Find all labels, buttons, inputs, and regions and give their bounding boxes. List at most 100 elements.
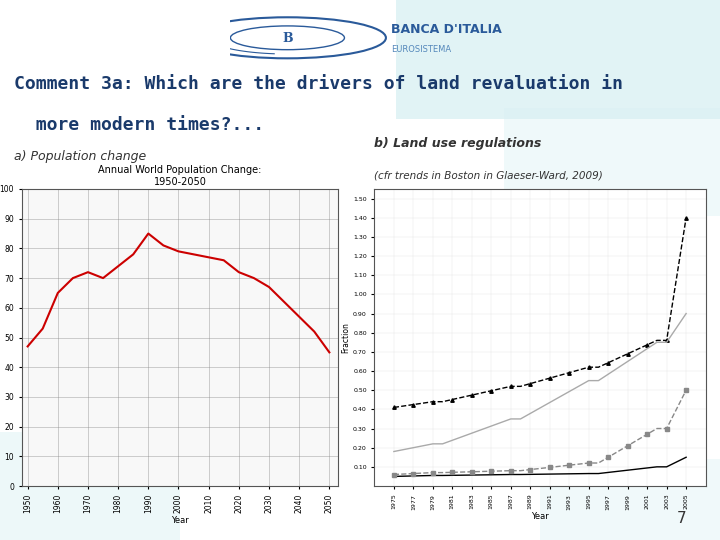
SentRule: [633, 437, 642, 443]
Cluster: [390, 448, 398, 455]
Title: Annual World Population Change:
1950-2050: Annual World Population Change: 1950-205…: [99, 165, 261, 187]
Text: EUROSISTEMA: EUROSISTEMA: [391, 45, 451, 54]
Cluster: [633, 352, 642, 359]
Saltonic: [409, 401, 418, 408]
Cluster: [438, 441, 447, 447]
SentRule: [662, 426, 671, 432]
Wetbylaw: [448, 472, 456, 478]
SentRule: [555, 463, 564, 470]
Saltonic: [428, 399, 437, 405]
Text: more modern times?...: more modern times?...: [14, 116, 264, 134]
Saltonic: [682, 214, 690, 221]
Wetbylaw: [536, 471, 544, 477]
Cluster: [400, 447, 408, 453]
SentRule: [594, 460, 603, 466]
Wetbylaw: [643, 465, 652, 471]
SentRule: [419, 470, 428, 476]
Y-axis label: Fraction: Fraction: [341, 322, 350, 353]
Cluster: [555, 394, 564, 400]
Cluster: [585, 377, 593, 384]
Polygon shape: [504, 108, 720, 216]
SentRule: [428, 469, 437, 476]
Cluster: [575, 383, 583, 389]
SentRule: [458, 469, 467, 475]
Saltonic: [506, 383, 515, 389]
Cluster: [448, 437, 456, 443]
Saltonic: [585, 364, 593, 370]
Cluster: [546, 399, 554, 406]
Wetbylaw: [652, 464, 661, 470]
Text: BANCA D'ITALIA: BANCA D'ITALIA: [391, 23, 502, 36]
Saltonic: [594, 364, 603, 370]
Wetbylaw: [546, 471, 554, 477]
Wetbylaw: [682, 454, 690, 461]
Text: B: B: [282, 32, 293, 45]
Saltonic: [438, 399, 447, 405]
Line: Saltonic: Saltonic: [392, 216, 688, 409]
Cluster: [565, 388, 574, 395]
Saltonic: [536, 377, 544, 384]
Polygon shape: [396, 0, 720, 119]
Saltonic: [400, 403, 408, 409]
Wetbylaw: [594, 470, 603, 477]
Saltonic: [546, 375, 554, 381]
SentRule: [604, 454, 613, 461]
Text: 7: 7: [676, 511, 686, 526]
Saltonic: [467, 392, 476, 399]
Wetbylaw: [487, 471, 495, 478]
SentRule: [390, 471, 398, 478]
SentRule: [613, 448, 622, 455]
Cluster: [467, 430, 476, 436]
Cluster: [487, 423, 495, 429]
Wetbylaw: [477, 471, 486, 478]
Cluster: [536, 405, 544, 411]
Cluster: [594, 377, 603, 384]
Wetbylaw: [467, 472, 476, 478]
Saltonic: [458, 394, 467, 401]
Wetbylaw: [400, 473, 408, 480]
Text: Comment 3a: Which are the drivers of land revaluation in: Comment 3a: Which are the drivers of lan…: [14, 75, 624, 93]
SentRule: [526, 467, 534, 473]
Wetbylaw: [633, 466, 642, 472]
SentRule: [575, 461, 583, 467]
Cluster: [643, 346, 652, 352]
Text: (cfr trends in Boston in Glaeser-Ward, 2009): (cfr trends in Boston in Glaeser-Ward, 2…: [374, 171, 603, 180]
Saltonic: [643, 342, 652, 348]
SentRule: [487, 468, 495, 475]
Line: Wetbylaw: Wetbylaw: [394, 457, 686, 476]
Saltonic: [633, 346, 642, 353]
Cluster: [428, 441, 437, 447]
Cluster: [458, 434, 467, 440]
SentRule: [477, 468, 486, 475]
Wetbylaw: [662, 464, 671, 470]
Saltonic: [477, 390, 486, 396]
Cluster: [409, 444, 418, 451]
Saltonic: [672, 276, 680, 282]
SentRule: [682, 387, 690, 394]
SentRule: [643, 431, 652, 437]
Wetbylaw: [575, 470, 583, 477]
Cluster: [652, 339, 661, 346]
Wetbylaw: [555, 471, 564, 477]
SentRule: [506, 468, 515, 474]
Line: SentRule: SentRule: [392, 388, 688, 476]
Saltonic: [624, 350, 632, 357]
Wetbylaw: [565, 470, 574, 477]
Wetbylaw: [419, 472, 428, 479]
Wetbylaw: [672, 459, 680, 465]
Line: Cluster: Cluster: [394, 314, 686, 451]
SentRule: [467, 469, 476, 475]
Saltonic: [516, 383, 525, 389]
SentRule: [536, 465, 544, 472]
Text: a) Population change: a) Population change: [14, 150, 146, 163]
Wetbylaw: [438, 472, 447, 478]
SentRule: [585, 460, 593, 466]
Cluster: [682, 310, 690, 317]
Wetbylaw: [458, 472, 467, 478]
Saltonic: [575, 367, 583, 373]
Wetbylaw: [497, 471, 505, 478]
Cluster: [613, 364, 622, 371]
Saltonic: [448, 396, 456, 403]
Cluster: [672, 325, 680, 331]
Saltonic: [565, 369, 574, 376]
